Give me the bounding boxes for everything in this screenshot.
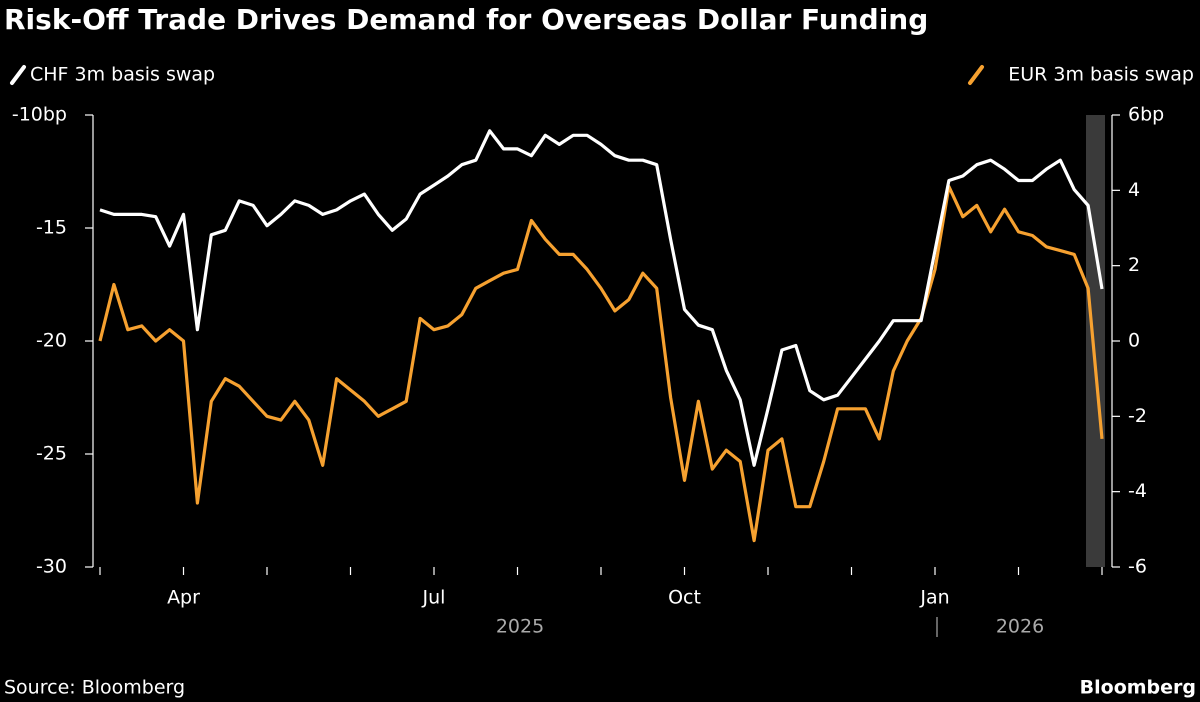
legend-label: CHF 3m basis swap <box>30 64 215 86</box>
y2-tick-label: 0 <box>1128 330 1140 352</box>
y2-tick-label: -2 <box>1128 405 1147 427</box>
y2-tick-label: -6 <box>1128 556 1147 578</box>
y2-tick-label: 4 <box>1128 179 1140 201</box>
y-tick-label: -10bp <box>12 104 67 126</box>
y2-tick-label: 6bp <box>1128 104 1164 126</box>
source: Source: Bloomberg <box>4 677 185 699</box>
y-tick-label: -15 <box>36 217 67 239</box>
x-group-label: 2026 <box>996 616 1044 638</box>
y-tick-label: -20 <box>36 330 67 352</box>
x-tick-label: Jul <box>422 587 446 609</box>
x-tick-label: Apr <box>167 587 200 609</box>
y2-tick-label: -4 <box>1128 480 1147 502</box>
x-group-label: 2025 <box>496 616 544 638</box>
chart-title: Risk-Off Trade Drives Demand for Oversea… <box>4 3 928 36</box>
series-line <box>98 185 1104 543</box>
x-tick-label: Oct <box>668 587 701 609</box>
highlight-band <box>1086 115 1105 567</box>
series-line <box>99 129 1104 467</box>
legend-swatch <box>10 65 26 85</box>
y-tick-label: -30 <box>36 556 67 578</box>
legend-label: EUR 3m basis swap <box>1008 64 1194 86</box>
y-tick-label: -25 <box>36 443 67 465</box>
legend-swatch <box>968 65 984 85</box>
y2-tick-label: 2 <box>1128 254 1140 276</box>
brand: Bloomberg <box>1080 677 1196 699</box>
x-tick-label: Jan <box>919 587 949 609</box>
